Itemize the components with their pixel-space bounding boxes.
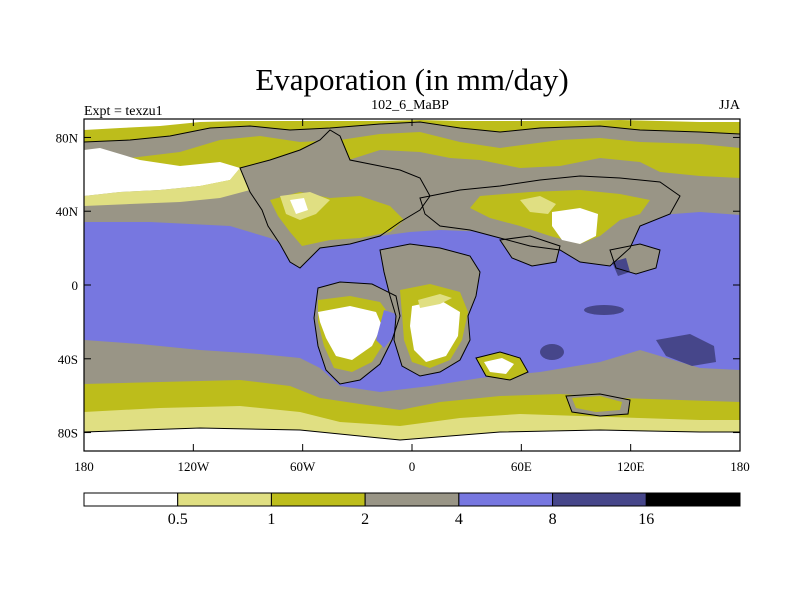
australia-olive — [572, 396, 622, 412]
north-polar-white — [84, 119, 740, 130]
colorbar-label: 1 — [267, 511, 275, 528]
colorbar-swatch — [270, 492, 366, 507]
se-asia-land — [500, 236, 560, 266]
coastlines — [84, 121, 740, 441]
central-ocean-max — [584, 305, 624, 315]
y-tick-label: 80N — [56, 130, 79, 145]
south-america-purple-inlet — [376, 310, 396, 348]
left-label: Expt = texzu1 — [84, 104, 163, 119]
asia-pale — [520, 196, 556, 214]
africa-pale-rim — [418, 294, 452, 308]
x-tick-label: 180 — [730, 459, 750, 474]
y-tick-label: 80S — [58, 426, 78, 441]
map-field — [84, 119, 740, 451]
north-grey-high — [84, 119, 740, 160]
colorbar-swatch — [177, 492, 272, 507]
colorbar-label: 16 — [638, 511, 654, 528]
north-olive-high — [84, 119, 740, 142]
center-label: 102_6_MaBP — [371, 98, 449, 113]
colorbar: 0.5 1 2 4 8 16 — [83, 492, 741, 528]
y-tick-label: 0 — [72, 278, 79, 293]
x-tick-label: 120W — [177, 459, 210, 474]
y-tick-label: 40N — [56, 204, 79, 219]
asia-white — [552, 208, 598, 244]
x-tick-label: 60E — [511, 459, 532, 474]
south-america-white — [318, 306, 382, 360]
colorbar-swatch — [458, 492, 554, 507]
chart-title: Evaporation (in mm/day) — [255, 62, 568, 97]
colorbar-label: 0.5 — [168, 511, 188, 528]
nw-white-patch — [84, 148, 240, 196]
colorbar-swatch — [552, 492, 647, 507]
x-tick-label: 60W — [290, 459, 316, 474]
x-tick-label: 180 — [74, 459, 94, 474]
colorbar-label: 8 — [549, 511, 557, 528]
x-tick-label: 0 — [409, 459, 416, 474]
colorbar-label: 4 — [455, 511, 463, 528]
asia-dark-patch — [612, 258, 630, 276]
colorbar-label: 2 — [361, 511, 369, 528]
south-white-patch — [484, 358, 514, 374]
nw-pale-rim — [84, 168, 255, 206]
africa-white — [410, 300, 460, 362]
y-tick-label: 40S — [58, 352, 78, 367]
x-tick-label: 120E — [617, 459, 645, 474]
north-america-white — [290, 198, 308, 214]
colorbar-swatch — [645, 492, 741, 507]
indian-ocean-max — [656, 334, 716, 366]
right-label: JJA — [719, 98, 741, 113]
colorbar-swatch — [83, 492, 179, 507]
south-ocean-max — [540, 344, 564, 360]
axes: 180 120W 60W 0 60E 120E 180 80N 40N 0 40S 80S — [56, 119, 750, 474]
colorbar-swatch — [364, 492, 460, 507]
